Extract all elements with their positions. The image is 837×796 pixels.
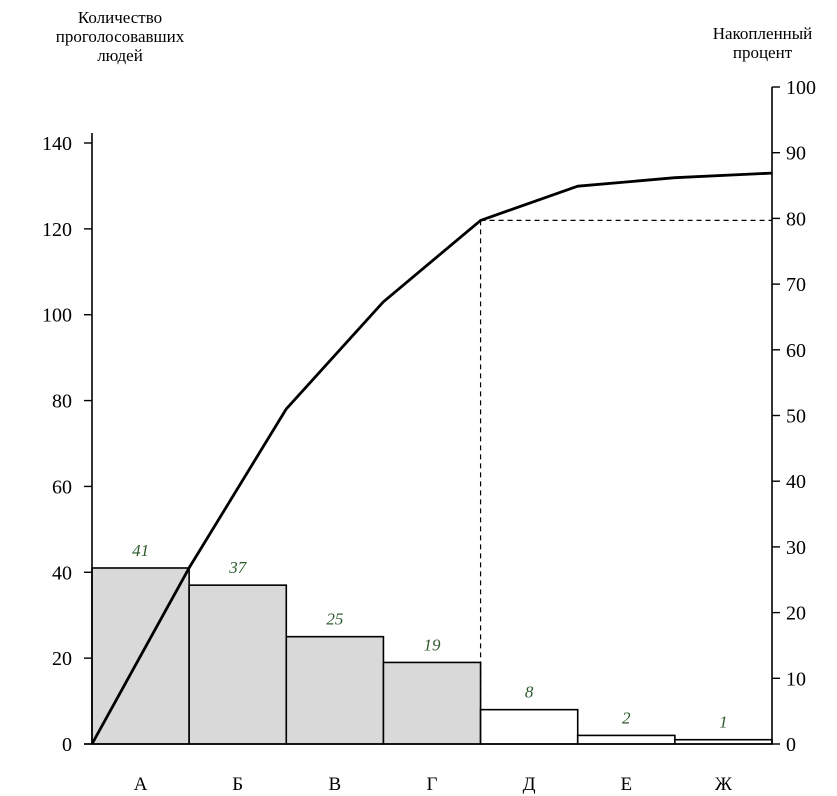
right-tick-label-20: 20 xyxy=(786,603,806,625)
bars-layer xyxy=(91,567,773,745)
x-tick-label-6: Е xyxy=(620,774,632,795)
right-tick-label-90: 90 xyxy=(786,143,806,165)
left-tick-label-140: 140 xyxy=(42,133,72,155)
right-tick-label-0: 0 xyxy=(786,734,796,756)
x-tick-label-1: А xyxy=(134,774,148,795)
data-label-1: 41 xyxy=(132,541,149,560)
data-label-2: 37 xyxy=(228,558,248,577)
bar-4 xyxy=(382,661,482,745)
cumulative-percent-line xyxy=(90,171,773,745)
right-tick-label-80: 80 xyxy=(786,208,806,230)
left-tick-label-60: 60 xyxy=(52,476,72,498)
right-tick-label-40: 40 xyxy=(786,471,806,493)
left-tick-label-80: 80 xyxy=(52,391,72,413)
bar-6 xyxy=(576,734,676,745)
right-tick-label-60: 60 xyxy=(786,340,806,362)
x-tick-label-2: Б xyxy=(232,774,243,795)
axes-layer: А Б В Г Д Е Ж 0 20 40 60 80 100 120 140 0 10 20 30 40 50 60 70… xyxy=(42,77,816,795)
x-tick-label-3: В xyxy=(329,774,342,795)
left-tick-label-0: 0 xyxy=(62,734,72,756)
left-tick-label-20: 20 xyxy=(52,648,72,670)
lines-layer xyxy=(90,171,773,745)
right-tick-label-10: 10 xyxy=(786,668,806,690)
data-label-4: 19 xyxy=(424,635,442,654)
data-label-7: 1 xyxy=(719,713,728,732)
data-label-5: 8 xyxy=(525,683,534,702)
data-label-3: 25 xyxy=(326,610,343,629)
right-tick-label-50: 50 xyxy=(786,406,806,428)
data-label-6: 2 xyxy=(622,708,631,727)
right-axis-title: Накопленный процент xyxy=(712,24,813,62)
data-labels-layer: 41 37 25 19 8 2 1 xyxy=(132,541,728,732)
left-tick-label-100: 100 xyxy=(42,305,72,327)
right-tick-label-100: 100 xyxy=(786,77,816,99)
bar-5 xyxy=(479,708,579,745)
left-tick-label-120: 120 xyxy=(42,219,72,241)
x-tick-label-4: Г xyxy=(427,774,438,795)
right-tick-label-30: 30 xyxy=(786,537,806,559)
left-axis-title: Количество проголосовавших людей xyxy=(55,8,185,65)
bar-2 xyxy=(188,584,288,745)
x-tick-label-5: Д xyxy=(523,774,536,795)
right-tick-label-70: 70 xyxy=(786,274,806,296)
x-tick-label-7: Ж xyxy=(715,774,733,795)
left-tick-label-40: 40 xyxy=(52,562,72,584)
bar-3 xyxy=(285,635,385,745)
